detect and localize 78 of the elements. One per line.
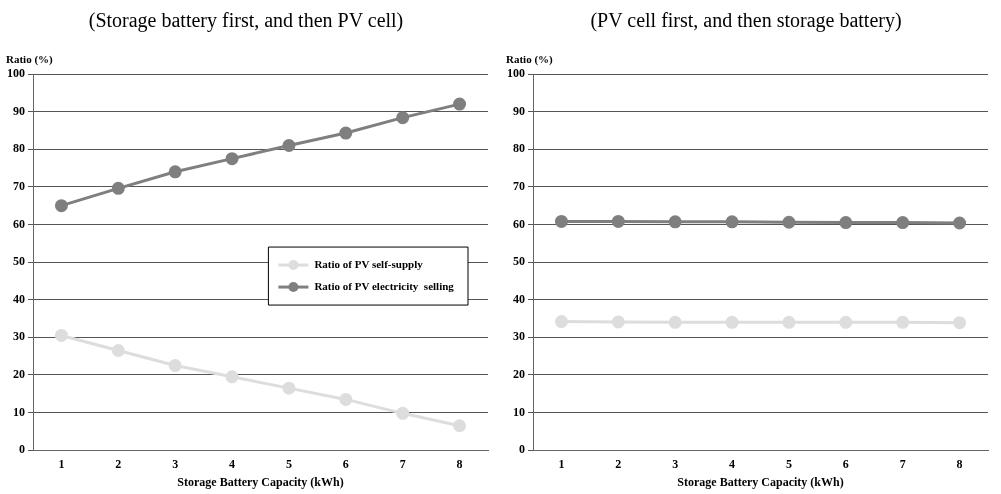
y-tick-label: 20 — [13, 367, 25, 382]
point — [282, 381, 296, 395]
y-axis-title: Ratio (%) — [6, 53, 54, 67]
y-tick-label: 10 — [513, 404, 525, 419]
y-tick-label: 70 — [513, 178, 525, 193]
y-tick-label: 50 — [513, 254, 525, 269]
point — [54, 199, 68, 213]
x-tick-label: 5 — [285, 457, 292, 472]
y-tick-label: 10 — [13, 404, 25, 419]
y-tick-label: 30 — [13, 329, 25, 344]
y-tick-label: 50 — [13, 254, 25, 269]
y-tick-label: 70 — [13, 178, 25, 193]
x-axis-title: Storage Battery Capacity (kWh) — [677, 474, 844, 489]
x-tick-label: 7 — [899, 457, 906, 472]
x-tick-label: 4 — [729, 457, 736, 472]
point — [339, 392, 353, 406]
point — [611, 315, 625, 329]
x-tick-label: 2 — [115, 457, 122, 472]
x-tick-label: 8 — [456, 457, 463, 472]
point — [782, 315, 796, 329]
point — [953, 316, 967, 330]
y-tick-label: 0 — [19, 442, 25, 457]
point — [168, 165, 182, 179]
point — [725, 315, 739, 329]
point — [453, 97, 467, 111]
legend-label: Ratio of PV electricity selling — [314, 279, 455, 292]
point — [396, 406, 410, 420]
point — [225, 152, 239, 166]
y-tick-label: 60 — [513, 216, 525, 231]
y-axis-title: Ratio (%) — [506, 53, 554, 67]
point — [953, 216, 967, 230]
point — [111, 344, 125, 358]
point — [282, 138, 296, 152]
x-tick-label: 1 — [58, 457, 65, 472]
point — [668, 215, 682, 229]
x-tick-label: 3 — [672, 457, 679, 472]
point — [839, 315, 853, 329]
x-axis-title: Storage Battery Capacity (kWh) — [177, 474, 344, 489]
chart-title: (PV cell first, and then storage battery) — [590, 9, 902, 33]
point — [896, 216, 910, 230]
y-tick-label: 20 — [513, 367, 525, 382]
chart-title: (Storage battery first, and then PV cell) — [88, 9, 404, 33]
y-tick-label: 60 — [13, 216, 25, 231]
y-tick-label: 30 — [513, 329, 525, 344]
point — [225, 370, 239, 384]
point — [782, 215, 796, 229]
point — [611, 214, 625, 228]
point — [54, 328, 68, 342]
point — [111, 181, 125, 195]
point — [168, 359, 182, 373]
point — [453, 419, 467, 433]
point — [896, 315, 910, 329]
x-tick-label: 7 — [399, 457, 406, 472]
x-tick-label: 6 — [342, 457, 349, 472]
point — [668, 315, 682, 329]
y-tick-label: 100 — [507, 66, 525, 81]
point — [396, 111, 410, 125]
x-tick-label: 8 — [956, 457, 963, 472]
x-tick-label: 2 — [615, 457, 622, 472]
x-tick-label: 3 — [172, 457, 179, 472]
y-tick-label: 80 — [13, 141, 25, 156]
y-tick-label: 90 — [513, 103, 525, 118]
point — [554, 315, 568, 329]
y-tick-label: 40 — [13, 291, 25, 306]
x-tick-label: 1 — [558, 457, 565, 472]
legend-label: Ratio of PV self-supply — [314, 257, 424, 270]
point — [839, 216, 853, 230]
point — [554, 214, 568, 228]
x-tick-label: 6 — [842, 457, 849, 472]
y-tick-label: 0 — [519, 442, 525, 457]
point — [339, 126, 353, 140]
y-tick-label: 100 — [7, 66, 25, 81]
x-tick-label: 5 — [785, 457, 792, 472]
y-tick-label: 80 — [513, 141, 525, 156]
point — [725, 215, 739, 229]
y-tick-label: 40 — [513, 291, 525, 306]
x-tick-label: 4 — [229, 457, 236, 472]
y-tick-label: 90 — [13, 103, 25, 118]
